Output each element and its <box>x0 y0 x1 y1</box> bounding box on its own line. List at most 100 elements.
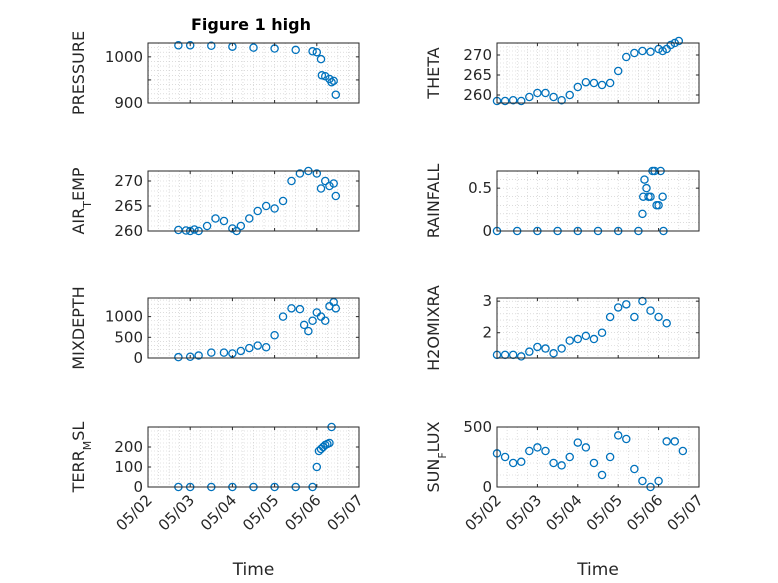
y-tick-label: 2 <box>482 324 492 342</box>
y-tick-label: 265 <box>463 66 492 84</box>
data-point <box>312 47 322 57</box>
data-point <box>287 304 296 313</box>
data-point <box>597 80 607 90</box>
y-axis-label: TERRMSL <box>69 422 94 494</box>
data-point <box>516 352 526 361</box>
data-point <box>622 434 631 444</box>
y-tick-label: 900 <box>114 94 143 112</box>
data-point <box>228 224 237 233</box>
data-point <box>219 348 229 357</box>
data-point <box>245 343 254 353</box>
data-point <box>658 192 667 201</box>
data-point <box>278 196 288 206</box>
data-point <box>331 90 341 99</box>
data-point <box>308 47 317 56</box>
data-point <box>508 458 518 468</box>
data-point <box>331 304 341 313</box>
data-point <box>320 71 330 81</box>
data-point <box>549 458 558 468</box>
data-point <box>185 352 195 362</box>
y-tick-label: 1000 <box>105 48 143 66</box>
data-point <box>245 214 254 223</box>
data-point <box>249 43 258 52</box>
data-point <box>654 312 663 322</box>
data-point <box>516 457 526 467</box>
data-point <box>316 54 326 64</box>
data-point <box>565 336 574 345</box>
subplot-4: 0 0.5 RAINFALL <box>424 164 700 240</box>
data-point <box>646 192 655 201</box>
y-axis-label: PRESSURE <box>69 31 88 115</box>
data-point <box>270 204 279 213</box>
data-point <box>605 452 615 462</box>
data-point <box>325 181 334 191</box>
y-axis-label: RAINFALL <box>424 164 443 239</box>
axes-frame <box>147 297 360 359</box>
data-point <box>549 349 558 358</box>
data-point <box>317 71 327 80</box>
y-tick-label: 260 <box>114 222 143 240</box>
subplot-1: 900 1000 PRESSURE <box>69 31 360 115</box>
data-point <box>261 342 271 352</box>
y-tick-label: 0 <box>482 478 492 496</box>
data-point <box>329 76 338 86</box>
data-point <box>312 169 322 178</box>
data-point <box>549 92 558 102</box>
data-point <box>670 437 680 446</box>
data-point <box>533 443 542 452</box>
data-point <box>581 77 591 87</box>
axes-frame <box>496 426 700 488</box>
data-point <box>589 78 599 88</box>
data-point <box>516 96 526 106</box>
data-point <box>605 312 615 322</box>
y-axis-label: SUNFLUX <box>424 421 449 492</box>
data-point <box>508 95 518 105</box>
data-point <box>654 201 663 210</box>
data-point <box>630 48 639 58</box>
data-point <box>194 351 203 360</box>
y-tick-label: 100 <box>114 458 143 476</box>
subplot-6: 2 3 H2OMIXRA <box>424 285 700 371</box>
y-tick-label: 260 <box>463 86 492 104</box>
data-point <box>207 348 216 357</box>
y-axis-label: MIXDEPTH <box>69 286 88 369</box>
data-point <box>630 464 639 474</box>
data-point <box>565 90 574 100</box>
data-point <box>533 88 542 98</box>
data-point <box>320 176 330 186</box>
subplot-2: 260 265 270 THETA <box>424 36 700 106</box>
data-point <box>236 346 246 356</box>
data-point <box>320 316 330 326</box>
data-point <box>646 47 655 57</box>
data-point <box>597 470 607 480</box>
data-point <box>678 446 688 456</box>
data-point <box>185 41 195 50</box>
y-tick-label: 0.5 <box>468 179 492 197</box>
data-point <box>613 431 623 440</box>
axes-frame <box>496 42 700 104</box>
data-point <box>589 334 599 344</box>
data-point <box>304 326 313 336</box>
data-point <box>253 341 262 350</box>
data-point <box>261 201 271 211</box>
data-point <box>541 446 550 456</box>
data-point <box>630 312 639 322</box>
y-tick-label: 500 <box>114 328 143 346</box>
data-point <box>605 78 615 88</box>
data-point <box>640 175 649 184</box>
data-point <box>207 41 216 51</box>
data-point <box>295 169 305 178</box>
axes-frame <box>147 426 360 488</box>
data-point <box>557 344 566 353</box>
data-point <box>190 225 199 234</box>
data-point <box>331 191 341 201</box>
y-tick-label: 500 <box>463 418 492 436</box>
data-point <box>329 179 338 188</box>
data-point <box>658 46 667 56</box>
y-tick-label: 3 <box>482 292 492 310</box>
figure-title: Figure 1 high <box>191 15 311 34</box>
data-point <box>613 66 623 76</box>
data-point <box>573 334 583 344</box>
axes-frame <box>147 42 360 104</box>
